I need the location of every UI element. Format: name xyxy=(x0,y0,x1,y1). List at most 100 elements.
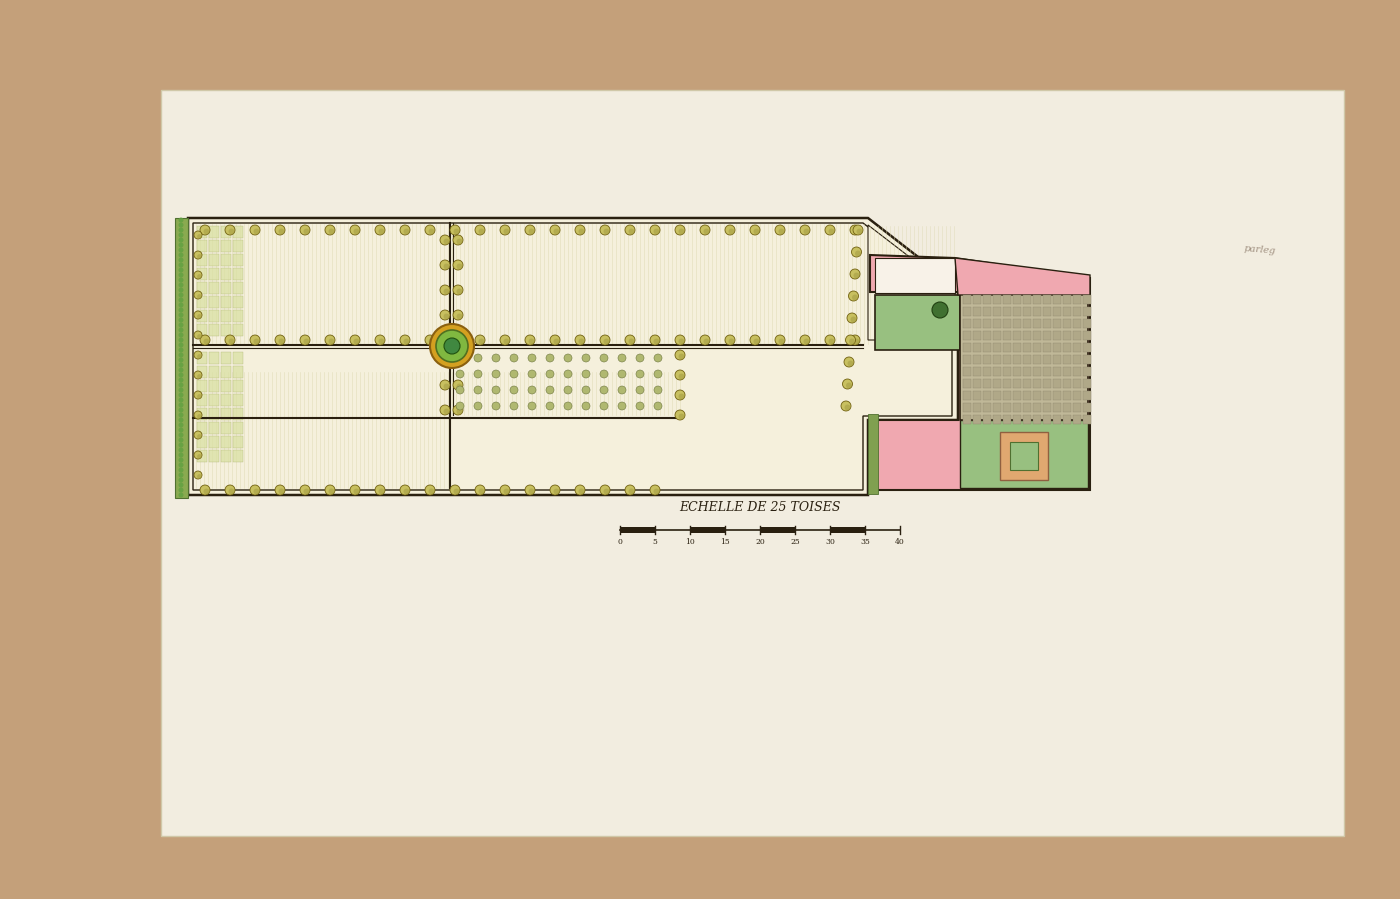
Bar xyxy=(221,240,231,252)
Bar xyxy=(993,403,1001,412)
Bar xyxy=(1072,355,1081,364)
Bar xyxy=(1053,343,1061,352)
Bar xyxy=(1023,319,1030,328)
Circle shape xyxy=(525,485,535,495)
Bar xyxy=(1053,331,1061,340)
Circle shape xyxy=(179,343,183,348)
Bar xyxy=(1072,331,1081,340)
Circle shape xyxy=(195,291,202,299)
Bar xyxy=(221,366,231,378)
Circle shape xyxy=(274,225,286,235)
Circle shape xyxy=(179,313,183,317)
Bar xyxy=(1014,295,1021,304)
Bar xyxy=(1033,403,1042,412)
Circle shape xyxy=(636,402,644,410)
Circle shape xyxy=(454,285,463,295)
Bar xyxy=(1063,403,1071,412)
Circle shape xyxy=(564,370,573,378)
Circle shape xyxy=(329,488,335,494)
Bar xyxy=(1002,415,1011,424)
Circle shape xyxy=(197,294,202,298)
Bar xyxy=(197,282,207,294)
Circle shape xyxy=(179,432,183,438)
Bar xyxy=(1063,367,1071,376)
Circle shape xyxy=(675,410,685,420)
Circle shape xyxy=(179,333,183,337)
Bar xyxy=(1084,295,1091,304)
Circle shape xyxy=(179,327,183,333)
Circle shape xyxy=(553,339,560,344)
Bar xyxy=(1002,367,1011,376)
Bar xyxy=(1023,307,1030,316)
Circle shape xyxy=(564,386,573,394)
Bar xyxy=(963,295,972,304)
Circle shape xyxy=(179,417,183,423)
Circle shape xyxy=(846,382,853,388)
Bar xyxy=(963,415,972,424)
Circle shape xyxy=(454,405,463,415)
Circle shape xyxy=(675,335,685,345)
Bar xyxy=(993,307,1001,316)
Circle shape xyxy=(454,380,463,390)
Circle shape xyxy=(454,355,463,365)
Circle shape xyxy=(675,225,685,235)
Polygon shape xyxy=(869,255,1091,490)
Circle shape xyxy=(679,414,685,420)
Bar xyxy=(993,343,1001,352)
Bar xyxy=(197,422,207,434)
Bar xyxy=(1002,391,1011,400)
Circle shape xyxy=(654,339,659,344)
Circle shape xyxy=(350,485,360,495)
Circle shape xyxy=(454,339,459,344)
Circle shape xyxy=(601,402,608,410)
Bar xyxy=(875,258,955,293)
Circle shape xyxy=(179,302,183,307)
Bar xyxy=(963,355,972,364)
Circle shape xyxy=(778,339,784,344)
Circle shape xyxy=(564,354,573,362)
Bar xyxy=(1072,379,1081,388)
Bar xyxy=(175,218,188,498)
Circle shape xyxy=(428,488,434,494)
Bar xyxy=(963,367,972,376)
Circle shape xyxy=(578,339,585,344)
Text: 35: 35 xyxy=(860,538,869,546)
Circle shape xyxy=(253,228,259,235)
Bar xyxy=(973,319,981,328)
Bar xyxy=(197,408,207,420)
Circle shape xyxy=(679,228,685,235)
Circle shape xyxy=(854,272,860,279)
Bar xyxy=(1043,403,1051,412)
Circle shape xyxy=(456,370,463,378)
Circle shape xyxy=(500,335,510,345)
Circle shape xyxy=(854,228,860,235)
Circle shape xyxy=(854,339,860,344)
Circle shape xyxy=(546,402,554,410)
Circle shape xyxy=(403,488,409,494)
Circle shape xyxy=(454,310,463,320)
Bar xyxy=(963,403,972,412)
Circle shape xyxy=(454,260,463,270)
Bar xyxy=(1084,343,1091,352)
Bar xyxy=(232,352,244,364)
Circle shape xyxy=(440,285,449,295)
Circle shape xyxy=(853,225,862,235)
Circle shape xyxy=(179,317,183,323)
Bar xyxy=(209,352,218,364)
Bar xyxy=(1023,355,1030,364)
Circle shape xyxy=(195,331,202,339)
Circle shape xyxy=(624,225,636,235)
Circle shape xyxy=(703,228,710,235)
Circle shape xyxy=(353,488,360,494)
Circle shape xyxy=(844,357,854,367)
Circle shape xyxy=(403,228,409,235)
Circle shape xyxy=(195,271,202,279)
Circle shape xyxy=(528,354,536,362)
Circle shape xyxy=(550,225,560,235)
Circle shape xyxy=(228,488,235,494)
Circle shape xyxy=(675,370,685,380)
Circle shape xyxy=(654,354,662,362)
Bar xyxy=(993,355,1001,364)
Bar xyxy=(1084,403,1091,412)
Circle shape xyxy=(179,477,183,483)
